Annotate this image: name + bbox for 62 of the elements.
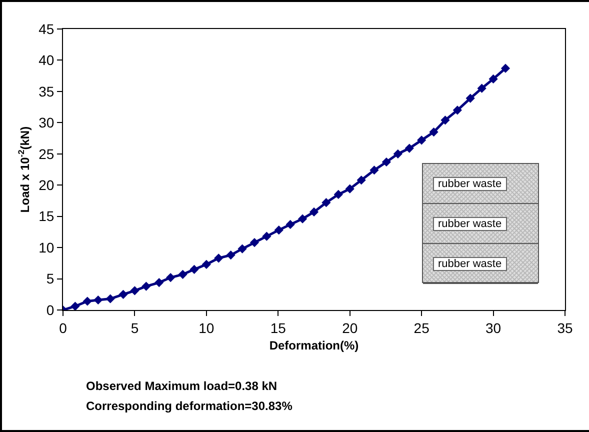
x-axis-title: Deformation(%) bbox=[269, 338, 359, 353]
point bbox=[345, 184, 354, 194]
point bbox=[238, 244, 247, 254]
point bbox=[286, 220, 295, 229]
annotation: rubber waste bbox=[433, 256, 507, 270]
point bbox=[477, 84, 486, 93]
annotation: rubber waste bbox=[433, 216, 507, 230]
point bbox=[118, 290, 128, 299]
point bbox=[214, 254, 224, 263]
text: Observed Maximum load=0.38 kN bbox=[86, 379, 278, 393]
y-tick-label: 20 bbox=[38, 177, 54, 194]
point bbox=[488, 74, 498, 84]
point bbox=[202, 260, 211, 269]
point bbox=[250, 238, 260, 248]
x-tick-label: 30 bbox=[486, 320, 502, 336]
point bbox=[370, 166, 379, 175]
point bbox=[356, 176, 366, 185]
point bbox=[226, 250, 236, 260]
point bbox=[82, 296, 92, 306]
x-tick-label: 5 bbox=[130, 320, 139, 336]
text: Corresponding deformation=30.83% bbox=[86, 399, 293, 413]
x-tick-label: 0 bbox=[59, 320, 68, 336]
point bbox=[262, 232, 272, 241]
point bbox=[166, 272, 176, 282]
y-tick-label: 45 bbox=[38, 20, 54, 37]
point bbox=[130, 286, 140, 296]
point bbox=[142, 282, 151, 291]
point bbox=[154, 278, 164, 288]
point bbox=[393, 149, 402, 158]
y-tick-label: 35 bbox=[38, 83, 54, 100]
annotation: rubber waste bbox=[433, 176, 507, 190]
point bbox=[466, 94, 475, 103]
point bbox=[190, 264, 199, 274]
x-tick-label: 15 bbox=[270, 320, 286, 336]
rubber-block-stack: rubber waste rubber waste rubber waste bbox=[422, 163, 539, 283]
y-tick-label: 5 bbox=[46, 270, 54, 287]
point bbox=[429, 127, 438, 137]
y-tick-label: 15 bbox=[38, 208, 54, 224]
point bbox=[274, 226, 284, 235]
y-tick-label: 30 bbox=[38, 114, 54, 131]
point bbox=[322, 198, 331, 208]
point bbox=[334, 190, 343, 200]
point bbox=[452, 106, 462, 115]
point bbox=[500, 64, 510, 73]
x-tick-label: 35 bbox=[557, 320, 573, 336]
y-tick-label: 25 bbox=[38, 146, 54, 162]
x-tick-label: 20 bbox=[342, 320, 358, 336]
y-tick-label: 10 bbox=[38, 239, 54, 256]
x-tick-label: 10 bbox=[198, 320, 214, 336]
point bbox=[309, 207, 319, 217]
point bbox=[298, 214, 308, 224]
point bbox=[404, 144, 414, 153]
point bbox=[178, 270, 188, 279]
y-tick-label: 0 bbox=[46, 302, 54, 318]
point bbox=[94, 295, 103, 305]
point bbox=[70, 302, 80, 310]
point bbox=[106, 294, 115, 304]
y-tick-label: 40 bbox=[38, 52, 54, 68]
point bbox=[417, 136, 426, 145]
x-tick-label: 25 bbox=[414, 320, 430, 336]
point bbox=[382, 157, 391, 167]
point bbox=[440, 116, 450, 125]
